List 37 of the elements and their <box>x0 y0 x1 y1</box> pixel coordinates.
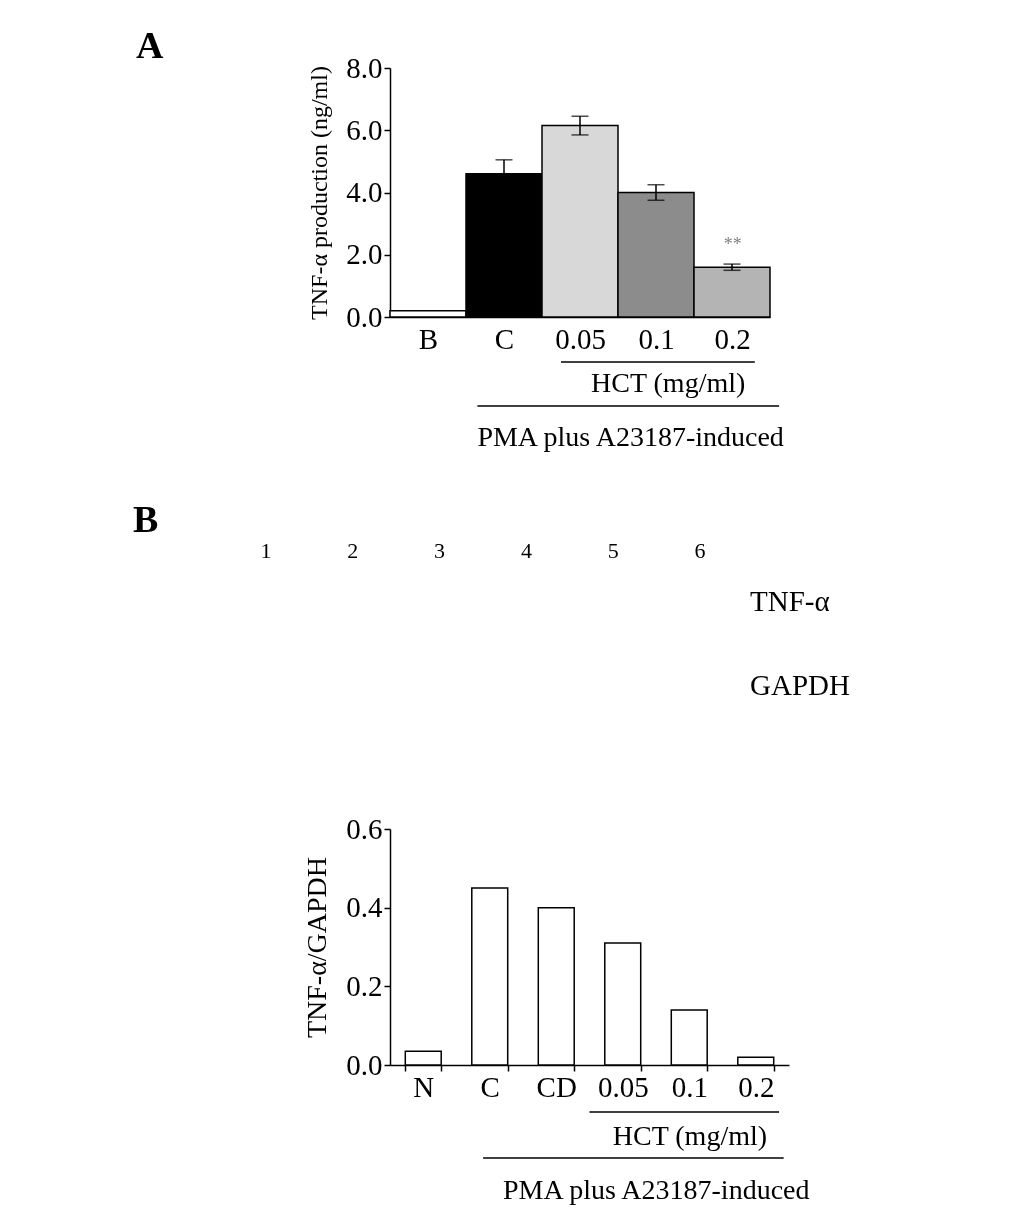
y-tick-label: 0.2 <box>346 969 383 1002</box>
text: 1 <box>260 538 272 563</box>
text: 2 <box>347 538 359 563</box>
y-tick-label: 0.6 <box>346 812 383 845</box>
x-tick-label: C <box>494 322 515 355</box>
y-tick-label: 0.0 <box>346 1048 383 1081</box>
y-tick-label: 8.0 <box>346 51 383 84</box>
y-tick-label: 0.0 <box>346 300 383 333</box>
y-tick-label: 6.0 <box>346 113 383 146</box>
text: GAPDH <box>750 669 850 701</box>
text: 6 <box>694 538 706 563</box>
x-tick-label: B <box>418 322 439 355</box>
y-axis-title: TNF-α production (ng/ml) <box>306 66 333 320</box>
x-tick-label: 0.2 <box>738 1070 775 1103</box>
y-tick-label: 0.4 <box>346 891 383 924</box>
text: TNF-α <box>750 585 830 617</box>
x-tick-label: 0.1 <box>671 1070 708 1103</box>
annotation: ** <box>723 234 742 254</box>
x-tick-label: 0.05 <box>555 322 606 355</box>
text: 5 <box>607 538 619 563</box>
chart-title: A <box>136 24 164 66</box>
x-tick-label: 0.1 <box>638 322 675 355</box>
text: 3 <box>434 538 446 563</box>
y-axis-title: TNF-α/GAPDH <box>301 856 333 1039</box>
x-tick-label: CD <box>536 1070 577 1103</box>
text: HCT (mg/ml) <box>591 367 746 398</box>
y-tick-label: 4.0 <box>346 176 383 208</box>
x-tick-label: C <box>480 1070 500 1103</box>
text: PMA plus A23187-induced <box>477 421 784 452</box>
x-tick-label: N <box>413 1070 435 1103</box>
text: PMA plus A23187-induced <box>503 1174 810 1205</box>
chart-title: B <box>133 498 159 540</box>
y-tick-label: 2.0 <box>346 238 383 271</box>
x-tick-label: 0.2 <box>714 322 751 355</box>
text: 4 <box>520 538 532 563</box>
x-tick-label: 0.05 <box>597 1070 649 1103</box>
text: HCT (mg/ml) <box>612 1120 768 1151</box>
